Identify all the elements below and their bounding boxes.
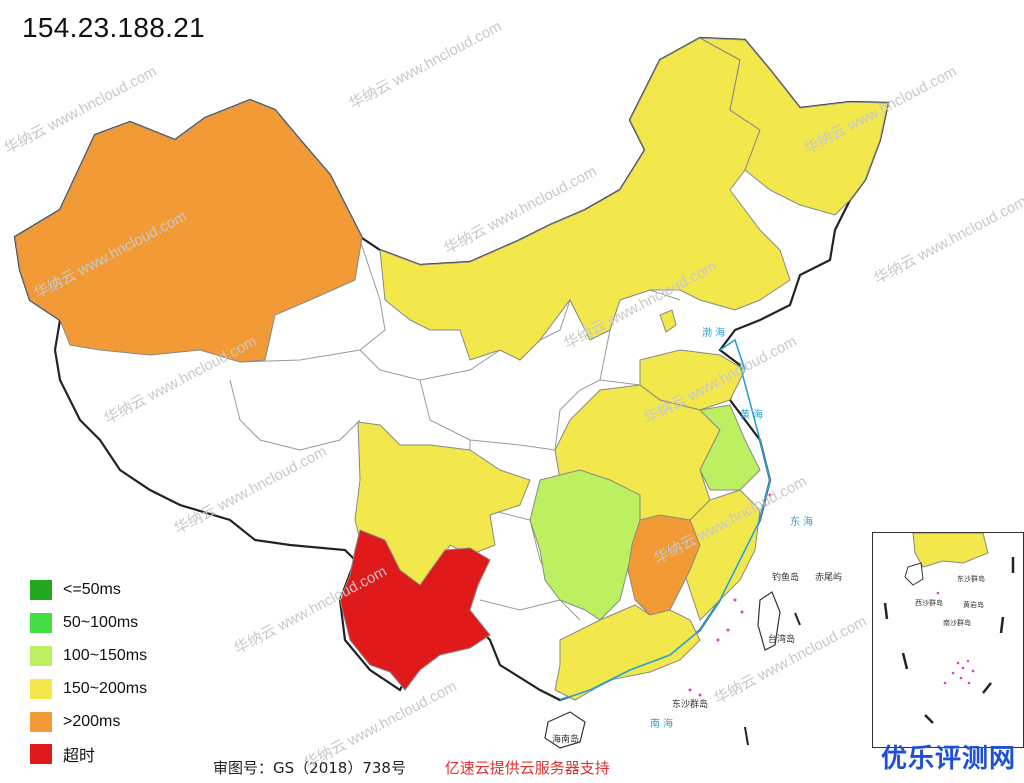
legend-label: 50~100ms [63, 614, 139, 632]
legend-label: 150~200ms [63, 679, 148, 697]
legend-swatch [30, 744, 52, 765]
label-hainan: 海南岛 [552, 733, 579, 745]
inset-label-xisha: 西沙群岛 [915, 598, 943, 607]
legend-label: 100~150ms [63, 646, 148, 664]
region-hunan [529, 469, 641, 621]
region-guangdong [554, 604, 701, 701]
inset-label-huangyan: 黄岩岛 [963, 600, 984, 609]
inset-label-dongsha: 东沙群岛 [957, 574, 985, 583]
south-china-sea-inset: 东沙群岛 西沙群岛 南沙群岛 黄岩岛 [872, 532, 1024, 748]
latency-legend: <=50ms 50~100ms 100~150ms 150~200ms >200… [30, 574, 147, 771]
legend-swatch [30, 678, 52, 699]
legend-item-50-100: 50~100ms [30, 607, 147, 640]
label-dongsha: 东沙群岛 [672, 698, 708, 710]
region-jiangxi [627, 514, 701, 616]
label-yellow-sea: 黄 海 [740, 408, 763, 421]
site-brand-logo: 优乐评测网 [880, 744, 1016, 774]
footer: 审图号：GS（2018）738号 亿速云提供云服务器支持 [213, 757, 610, 778]
label-south-sea: 南 海 [650, 717, 673, 730]
region-heilongjiang [699, 37, 889, 216]
legend-item-le50: <=50ms [30, 574, 147, 607]
island-dots [688, 493, 772, 697]
legend-item-100-150: 100~150ms [30, 640, 147, 673]
legend-label: >200ms [63, 712, 121, 730]
legend-swatch [30, 645, 52, 666]
region-yunnan [339, 529, 491, 691]
region-taiwan [757, 591, 781, 651]
region-hainan [544, 711, 586, 749]
legend-label: 超时 [63, 748, 96, 766]
legend-swatch [30, 580, 52, 601]
label-chiwei: 赤尾屿 [815, 572, 842, 583]
legend-item-timeout: 超时 [30, 738, 147, 771]
legend-item-150-200: 150~200ms [30, 672, 147, 705]
region-xinjiang [14, 99, 363, 363]
server-credit: 亿速云提供云服务器支持 [444, 759, 610, 777]
ip-address-title: 154.23.188.21 [22, 12, 205, 43]
coastline [559, 338, 771, 701]
legend-swatch [30, 613, 52, 634]
legend-label: <=50ms [63, 581, 121, 599]
label-diaoyu: 钓鱼岛 [772, 571, 799, 583]
label-east-sea: 东 海 [790, 515, 813, 528]
legend-swatch [30, 711, 52, 732]
region-inner-mongolia [379, 37, 791, 361]
region-beijing [659, 309, 677, 333]
label-bohai: 渤 海 [702, 326, 725, 339]
legend-item-gt200: >200ms [30, 705, 147, 738]
inset-label-nansha: 南沙群岛 [943, 618, 971, 627]
map-approval-number: 审图号：GS（2018）738号 [213, 759, 406, 777]
region-zhejiang-fujian [679, 489, 761, 621]
label-taiwan: 台湾岛 [768, 633, 795, 645]
